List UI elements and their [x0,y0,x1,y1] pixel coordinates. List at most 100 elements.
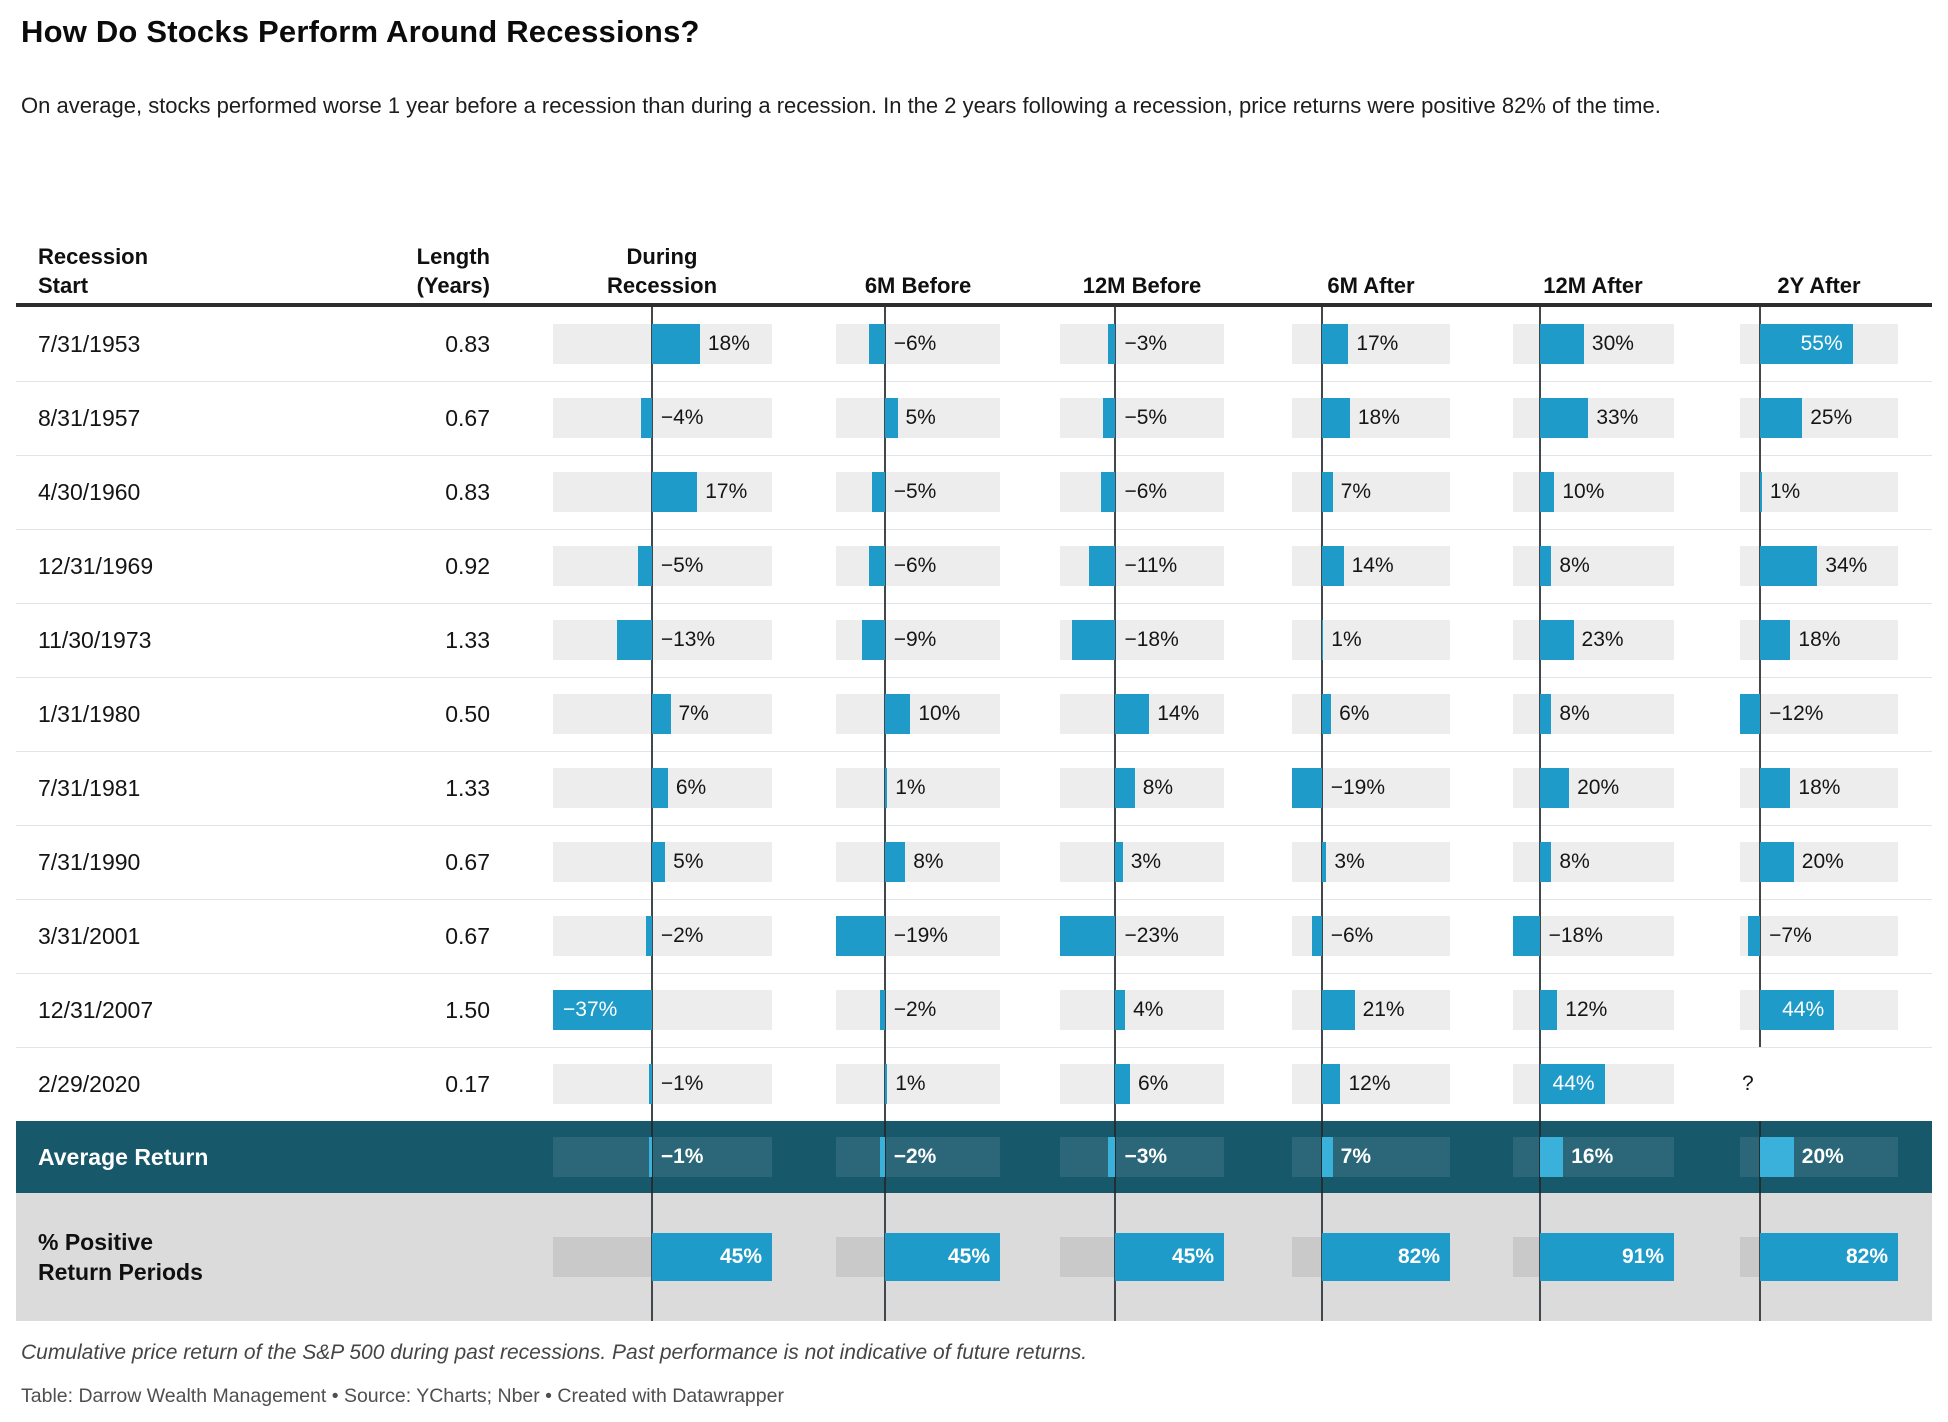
positive-return-periods-row: % Positive Return Periods 45% 45% 45% 82% 91% 8… [0,1193,1948,1321]
value-label-m12_after: 33% [1596,406,1639,429]
value-label-m6_before: −5% [893,480,937,503]
value-bar-m6_before [884,398,898,438]
value-label-m12_before: −6% [1124,480,1168,503]
value-label-m12_before: 45% [1171,1245,1214,1268]
value-bar-m12_before [1115,1064,1130,1104]
bar-track-m12_before [1060,472,1224,512]
positive-row-label-line: % Positive [38,1229,154,1255]
row-separator [16,381,1932,382]
bar-track-m6_after [1292,990,1450,1030]
value-bar-m12_before [1101,472,1116,512]
value-label-m12_after: 23% [1581,628,1624,651]
length-years-label: 0.67 [445,922,490,949]
value-label-m6_before: −19% [893,924,948,947]
value-label-y2_after: −7% [1769,924,1812,947]
value-label-m12_before: −5% [1124,406,1168,429]
chart-description: On average, stocks performed worse 1 yea… [21,93,1661,118]
value-bar-m6_after [1321,1064,1341,1104]
value-bar-y2_after [1760,546,1818,586]
zero-axis-line [650,1121,653,1193]
bar-track-m12_before [1060,842,1224,882]
length-years-label: 1.33 [445,626,490,653]
recession-start-label: 7/31/1981 [38,774,141,801]
value-label-during: 17% [705,480,748,503]
value-bar-m12_before [1115,694,1150,734]
column-header-line: Length [416,244,490,269]
table-row-7-31-1990: 7/31/1990 0.67 5% 8% 3% 3% 8% 20% [0,825,1948,899]
value-bar-m12_after [1539,398,1589,438]
bar-track-m12_before [1060,324,1224,364]
value-label-y2_after: 44% [1782,998,1825,1021]
value-label-m12_after: 30% [1591,332,1634,355]
zero-axis-line [1759,677,1762,751]
value-label-m12_before: −18% [1124,628,1179,651]
value-label-m6_before: −2% [893,998,937,1021]
value-label-during: −5% [660,554,704,577]
table-footnote: Cumulative price return of the S&P 500 d… [21,1341,1088,1364]
value-label-y2_after: 1% [1769,480,1801,503]
value-bar-m6_after [1321,990,1355,1030]
value-bar-during [646,916,652,956]
zero-axis-line [883,1121,886,1193]
table-header-rule [16,303,1932,307]
length-years-label: 0.83 [445,478,490,505]
value-bar-m6_before [884,768,888,808]
zero-axis-line [650,529,653,603]
value-label-m12_before: 14% [1157,702,1200,725]
value-bar-m12_before [1115,990,1126,1030]
value-bar-m6_before [884,694,911,734]
value-label-m6_before: −6% [893,554,937,577]
value-bar-m6_before [836,916,885,956]
value-label-during: −4% [660,406,704,429]
value-label-m12_after: 8% [1559,554,1590,577]
row-separator [16,677,1932,678]
row-separator [16,751,1932,752]
average-row-band [16,1121,1932,1193]
zero-axis-line [1320,899,1323,973]
value-bar-m12_after [1539,768,1570,808]
value-label-during: −37% [563,998,618,1021]
bar-track-m12_before [1060,1064,1224,1104]
recession-start-label: 12/31/2007 [38,996,154,1023]
value-bar-m12_after [1539,842,1552,882]
recession-start-label: 1/31/1980 [38,700,141,727]
value-bar-m12_before [1115,1233,1224,1281]
value-bar-m6_before [861,620,885,660]
column-header-line: Recession [38,244,149,269]
value-bar-m12_after [1539,472,1555,512]
value-label-y2_after: 82% [1845,1245,1888,1268]
value-bar-during [638,546,652,586]
value-label-m6_before: 1% [895,1072,926,1095]
value-label-m12_after: 44% [1552,1072,1595,1095]
zero-axis-line [883,973,886,1047]
value-bar-during [651,694,671,734]
recession-start-label: 4/30/1960 [38,478,141,505]
zero-axis-line [650,973,653,1047]
value-label-during: 18% [707,332,750,355]
value-label-during: 6% [675,776,707,799]
value-label-m6_after: −19% [1330,776,1386,799]
zero-axis-line [1114,381,1117,455]
value-bar-y2_after [1760,324,1853,364]
bar-track-y2_after [1740,472,1898,512]
value-bar-m12_after [1539,620,1574,660]
column-header-m12_after: 12M After [1543,222,1642,300]
value-label-y2_after: 18% [1798,628,1841,651]
zero-axis-line [883,455,886,529]
value-bar-y2_after [1760,842,1794,882]
bar-track-m6_after [1292,1064,1450,1104]
zero-axis-line [1114,529,1117,603]
value-bar-m12_before [1060,916,1116,956]
bar-track-m6_after [1292,1137,1450,1177]
value-bar-m6_before [884,1064,888,1104]
value-label-m12_after: 12% [1565,998,1608,1021]
value-bar-m6_after [1321,842,1327,882]
recession-start-label: 8/31/1957 [38,404,141,431]
bar-track-m6_before [836,990,1000,1030]
recession-start-label: 3/31/2001 [38,922,141,949]
bar-track-during [553,1137,772,1177]
value-label-y2_after: 20% [1801,850,1844,873]
value-bar-during [649,1064,652,1104]
bar-track-during [553,398,772,438]
bar-track-m12_before [1060,546,1224,586]
